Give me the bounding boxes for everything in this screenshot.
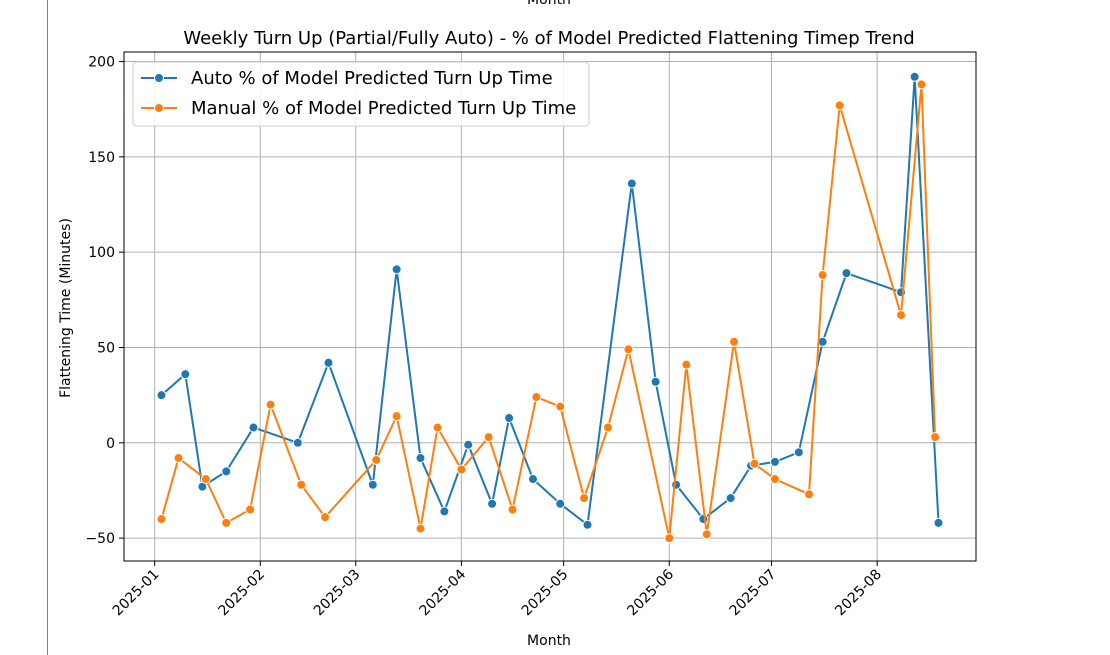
data-point-manual xyxy=(371,454,382,465)
data-point-manual xyxy=(415,523,426,534)
data-point-manual xyxy=(296,479,307,490)
y-tick-label: 50 xyxy=(97,340,115,356)
axes: −50 0 50 100 150 200 2025-01 2025-02 2025-03 2025… xyxy=(85,51,977,620)
data-point-manual xyxy=(531,392,542,403)
data-point-manual xyxy=(729,336,740,347)
x-tick-label: 2025-02 xyxy=(215,567,268,620)
data-point-manual xyxy=(817,270,828,281)
data-point-manual xyxy=(834,100,845,111)
data-point-auto xyxy=(725,493,736,504)
data-point-auto xyxy=(439,506,450,517)
data-point-manual xyxy=(916,79,927,90)
data-point-auto xyxy=(793,447,804,458)
y-tick-label: 0 xyxy=(106,436,115,452)
series-line-manual xyxy=(160,83,937,540)
data-point-auto xyxy=(582,519,593,530)
data-point-auto xyxy=(487,498,498,509)
data-point-manual xyxy=(579,493,590,504)
x-tick-label: 2025-06 xyxy=(624,566,677,619)
data-point-manual xyxy=(701,529,712,540)
chart-title: Weekly Turn Up (Partial/Fully Auto) - % … xyxy=(183,28,914,49)
data-point-manual xyxy=(456,464,467,475)
data-point-manual xyxy=(483,432,494,443)
data-point-manual xyxy=(391,411,402,422)
data-point-auto xyxy=(698,514,709,525)
data-point-manual xyxy=(930,432,941,443)
data-point-manual xyxy=(156,514,167,525)
data-point-manual xyxy=(173,453,184,464)
plot-frame xyxy=(123,51,977,562)
data-point-auto xyxy=(463,439,474,450)
data-point-manual xyxy=(320,512,331,523)
data-point-auto xyxy=(555,498,566,509)
data-point-auto xyxy=(504,413,515,424)
data-point-manual xyxy=(555,401,566,412)
data-point-auto xyxy=(841,268,852,279)
data-point-auto xyxy=(292,437,303,448)
data-point-manual xyxy=(749,458,760,469)
series-line-auto xyxy=(160,75,940,526)
x-tick-label: 2025-03 xyxy=(311,567,364,620)
data-point-auto xyxy=(367,479,378,490)
page-left-rule xyxy=(47,0,48,655)
data-point-manual xyxy=(769,474,780,485)
data-point-auto xyxy=(626,178,637,189)
data-point-auto xyxy=(221,466,232,477)
data-point-auto xyxy=(769,456,780,467)
data-point-auto xyxy=(527,474,538,485)
legend-label-auto: Auto % of Model Predicted Turn Up Time xyxy=(191,68,553,89)
x-tick-label: 2025-04 xyxy=(417,566,470,619)
data-point-manual xyxy=(221,517,232,528)
data-point-manual xyxy=(896,310,907,321)
data-point-manual xyxy=(681,359,692,370)
data-point-auto xyxy=(933,517,944,528)
data-point-manual xyxy=(200,474,211,485)
data-point-auto xyxy=(391,264,402,275)
legend: Auto % of Model Predicted Turn Up Time M… xyxy=(132,61,590,127)
data-point-auto xyxy=(323,357,334,368)
data-point-auto xyxy=(180,369,191,380)
series-layer xyxy=(156,71,944,544)
data-point-auto xyxy=(909,71,920,82)
top-cut-label: Month xyxy=(527,0,571,8)
data-point-auto xyxy=(156,390,167,401)
y-tick-label: 100 xyxy=(88,245,115,261)
data-point-manual xyxy=(602,422,613,433)
x-tick-label: 2025-05 xyxy=(519,567,572,620)
data-point-manual xyxy=(245,504,256,515)
data-point-manual xyxy=(664,533,675,544)
data-point-manual xyxy=(265,399,276,410)
y-tick-label: 200 xyxy=(88,55,115,71)
data-point-auto xyxy=(415,453,426,464)
x-axis-title: Month xyxy=(527,633,571,649)
legend-marker-manual xyxy=(154,103,164,113)
data-point-manual xyxy=(804,489,815,500)
legend-label-manual: Manual % of Model Predicted Turn Up Time xyxy=(191,98,576,119)
data-point-auto xyxy=(671,479,682,490)
data-point-auto xyxy=(650,376,661,387)
data-point-manual xyxy=(623,344,634,355)
data-point-auto xyxy=(248,422,259,433)
x-tick-label: 2025-08 xyxy=(832,567,885,620)
data-point-manual xyxy=(507,504,518,515)
x-tick-label: 2025-07 xyxy=(727,567,780,620)
x-tick-label: 2025-01 xyxy=(110,567,163,620)
y-tick-label: 150 xyxy=(88,150,115,166)
grid-lines xyxy=(124,52,976,561)
legend-marker-auto xyxy=(154,73,164,83)
data-point-manual xyxy=(432,422,443,433)
y-axis-title: Flattening Time (Minutes) xyxy=(58,218,74,398)
y-tick-label: −50 xyxy=(85,531,115,547)
legend-box xyxy=(132,61,590,127)
